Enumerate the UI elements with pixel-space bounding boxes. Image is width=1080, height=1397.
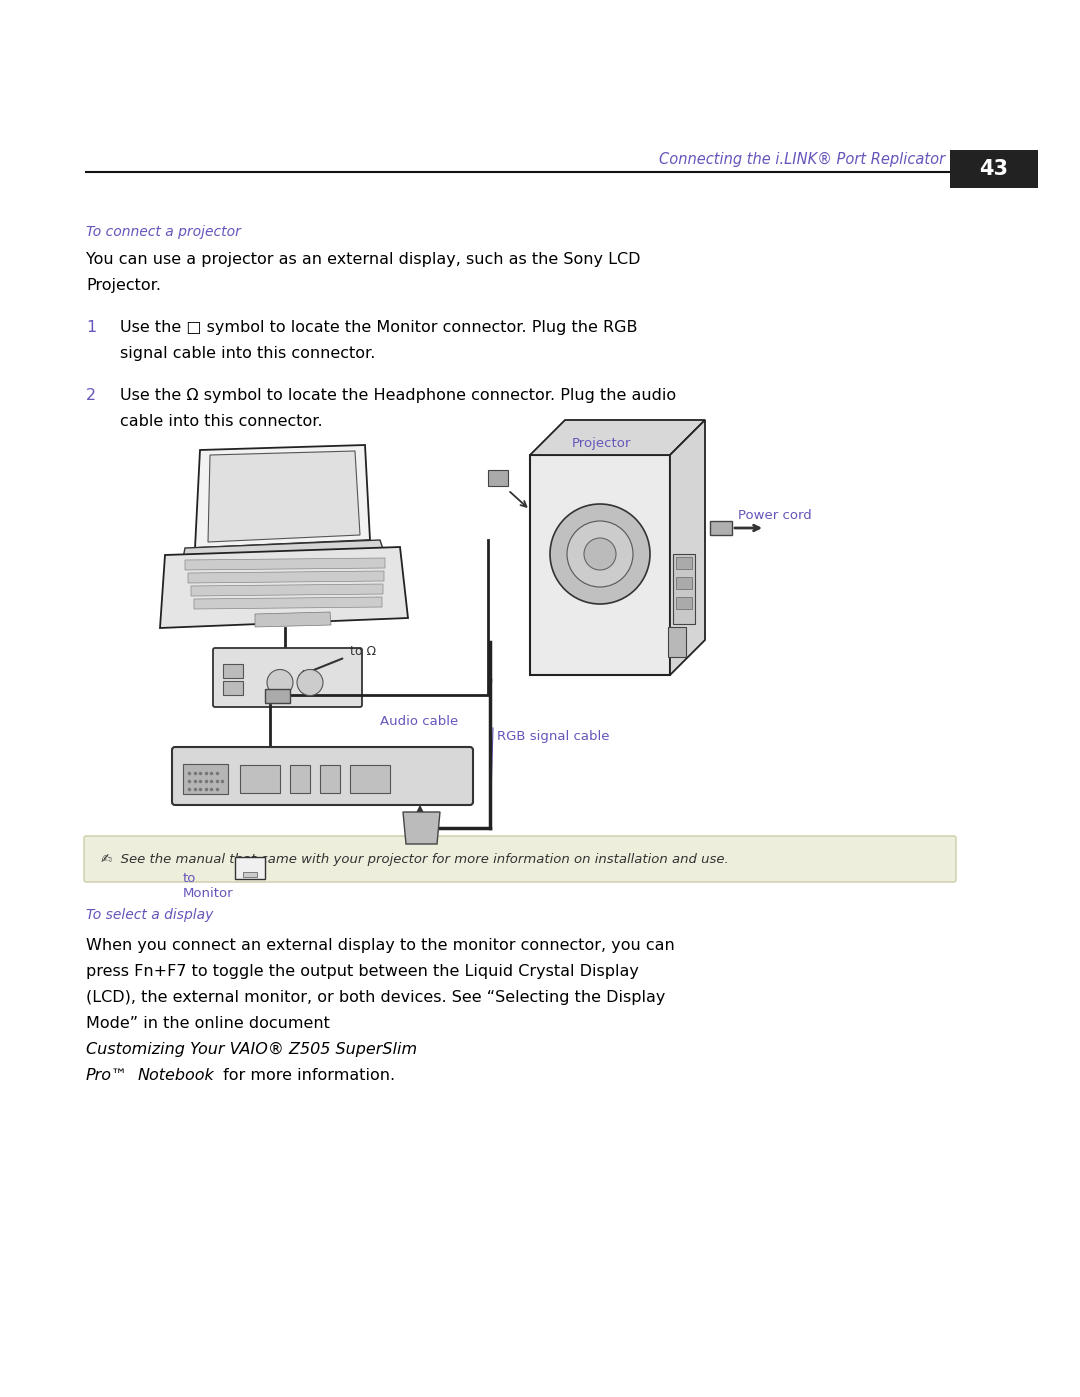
Bar [222, 680, 243, 694]
Bar [950, 149, 1038, 189]
Polygon shape [530, 455, 670, 675]
Text: ✍  See the manual that came with your projector for more information on installa: ✍ See the manual that came with your pro… [102, 852, 729, 866]
Polygon shape [183, 541, 384, 563]
Polygon shape [195, 446, 370, 548]
Circle shape [267, 669, 293, 696]
Bar [183, 764, 228, 793]
Bar [673, 555, 696, 624]
Polygon shape [194, 597, 382, 609]
Bar [291, 766, 310, 793]
Text: 1: 1 [86, 320, 96, 335]
Bar [240, 766, 280, 793]
Bar [243, 872, 257, 877]
Polygon shape [670, 420, 705, 675]
Polygon shape [188, 571, 384, 583]
Polygon shape [255, 612, 330, 627]
Bar [710, 521, 732, 535]
Bar [676, 577, 692, 590]
FancyBboxPatch shape [84, 835, 956, 882]
Bar [265, 689, 291, 703]
Bar [669, 627, 686, 657]
Text: Connecting the i.LINK® Port Replicator: Connecting the i.LINK® Port Replicator [659, 152, 945, 168]
FancyBboxPatch shape [172, 747, 473, 805]
Text: Use the Ω symbol to locate the Headphone connector. Plug the audio: Use the Ω symbol to locate the Headphone… [120, 388, 676, 402]
Text: To connect a projector: To connect a projector [86, 225, 241, 239]
Text: to Ω: to Ω [350, 645, 376, 658]
Circle shape [567, 521, 633, 587]
Text: for more information.: for more information. [218, 1067, 395, 1083]
Circle shape [550, 504, 650, 604]
Bar [235, 856, 265, 879]
Bar [676, 597, 692, 609]
Text: When you connect an external display to the monitor connector, you can: When you connect an external display to … [86, 937, 675, 953]
Bar [320, 766, 340, 793]
Polygon shape [185, 557, 384, 570]
Bar [350, 766, 390, 793]
Text: (LCD), the external monitor, or both devices. See “Selecting the Display: (LCD), the external monitor, or both dev… [86, 990, 665, 1004]
Polygon shape [530, 420, 705, 455]
Text: Projector.: Projector. [86, 278, 161, 293]
Text: 2: 2 [86, 388, 96, 402]
Text: Notebook: Notebook [138, 1067, 215, 1083]
Text: press Fn+F7 to toggle the output between the Liquid Crystal Display: press Fn+F7 to toggle the output between… [86, 964, 639, 979]
Polygon shape [160, 548, 408, 629]
FancyBboxPatch shape [213, 648, 362, 707]
Polygon shape [191, 584, 383, 597]
Circle shape [297, 669, 323, 696]
Text: Power cord: Power cord [738, 509, 812, 522]
Polygon shape [208, 451, 360, 542]
Text: Pro™: Pro™ [86, 1067, 129, 1083]
Text: You can use a projector as an external display, such as the Sony LCD: You can use a projector as an external d… [86, 251, 640, 267]
Text: to
Monitor: to Monitor [183, 872, 233, 900]
Text: cable into this connector.: cable into this connector. [120, 414, 323, 429]
Text: Use the □ symbol to locate the Monitor connector. Plug the RGB: Use the □ symbol to locate the Monitor c… [120, 320, 637, 335]
Bar [676, 557, 692, 569]
Text: 43: 43 [980, 159, 1009, 179]
Text: Mode” in the online document: Mode” in the online document [86, 1016, 335, 1031]
Text: Customizing Your VAIO® Z505 SuperSlim: Customizing Your VAIO® Z505 SuperSlim [86, 1042, 417, 1058]
Circle shape [584, 538, 616, 570]
Text: signal cable into this connector.: signal cable into this connector. [120, 346, 376, 360]
Bar [222, 664, 243, 678]
Text: Audio cable: Audio cable [380, 715, 458, 728]
Bar [488, 469, 508, 486]
Text: To select a display: To select a display [86, 908, 214, 922]
Polygon shape [403, 812, 440, 844]
Text: RGB signal cable: RGB signal cable [497, 731, 609, 743]
Text: Projector: Projector [572, 437, 632, 450]
